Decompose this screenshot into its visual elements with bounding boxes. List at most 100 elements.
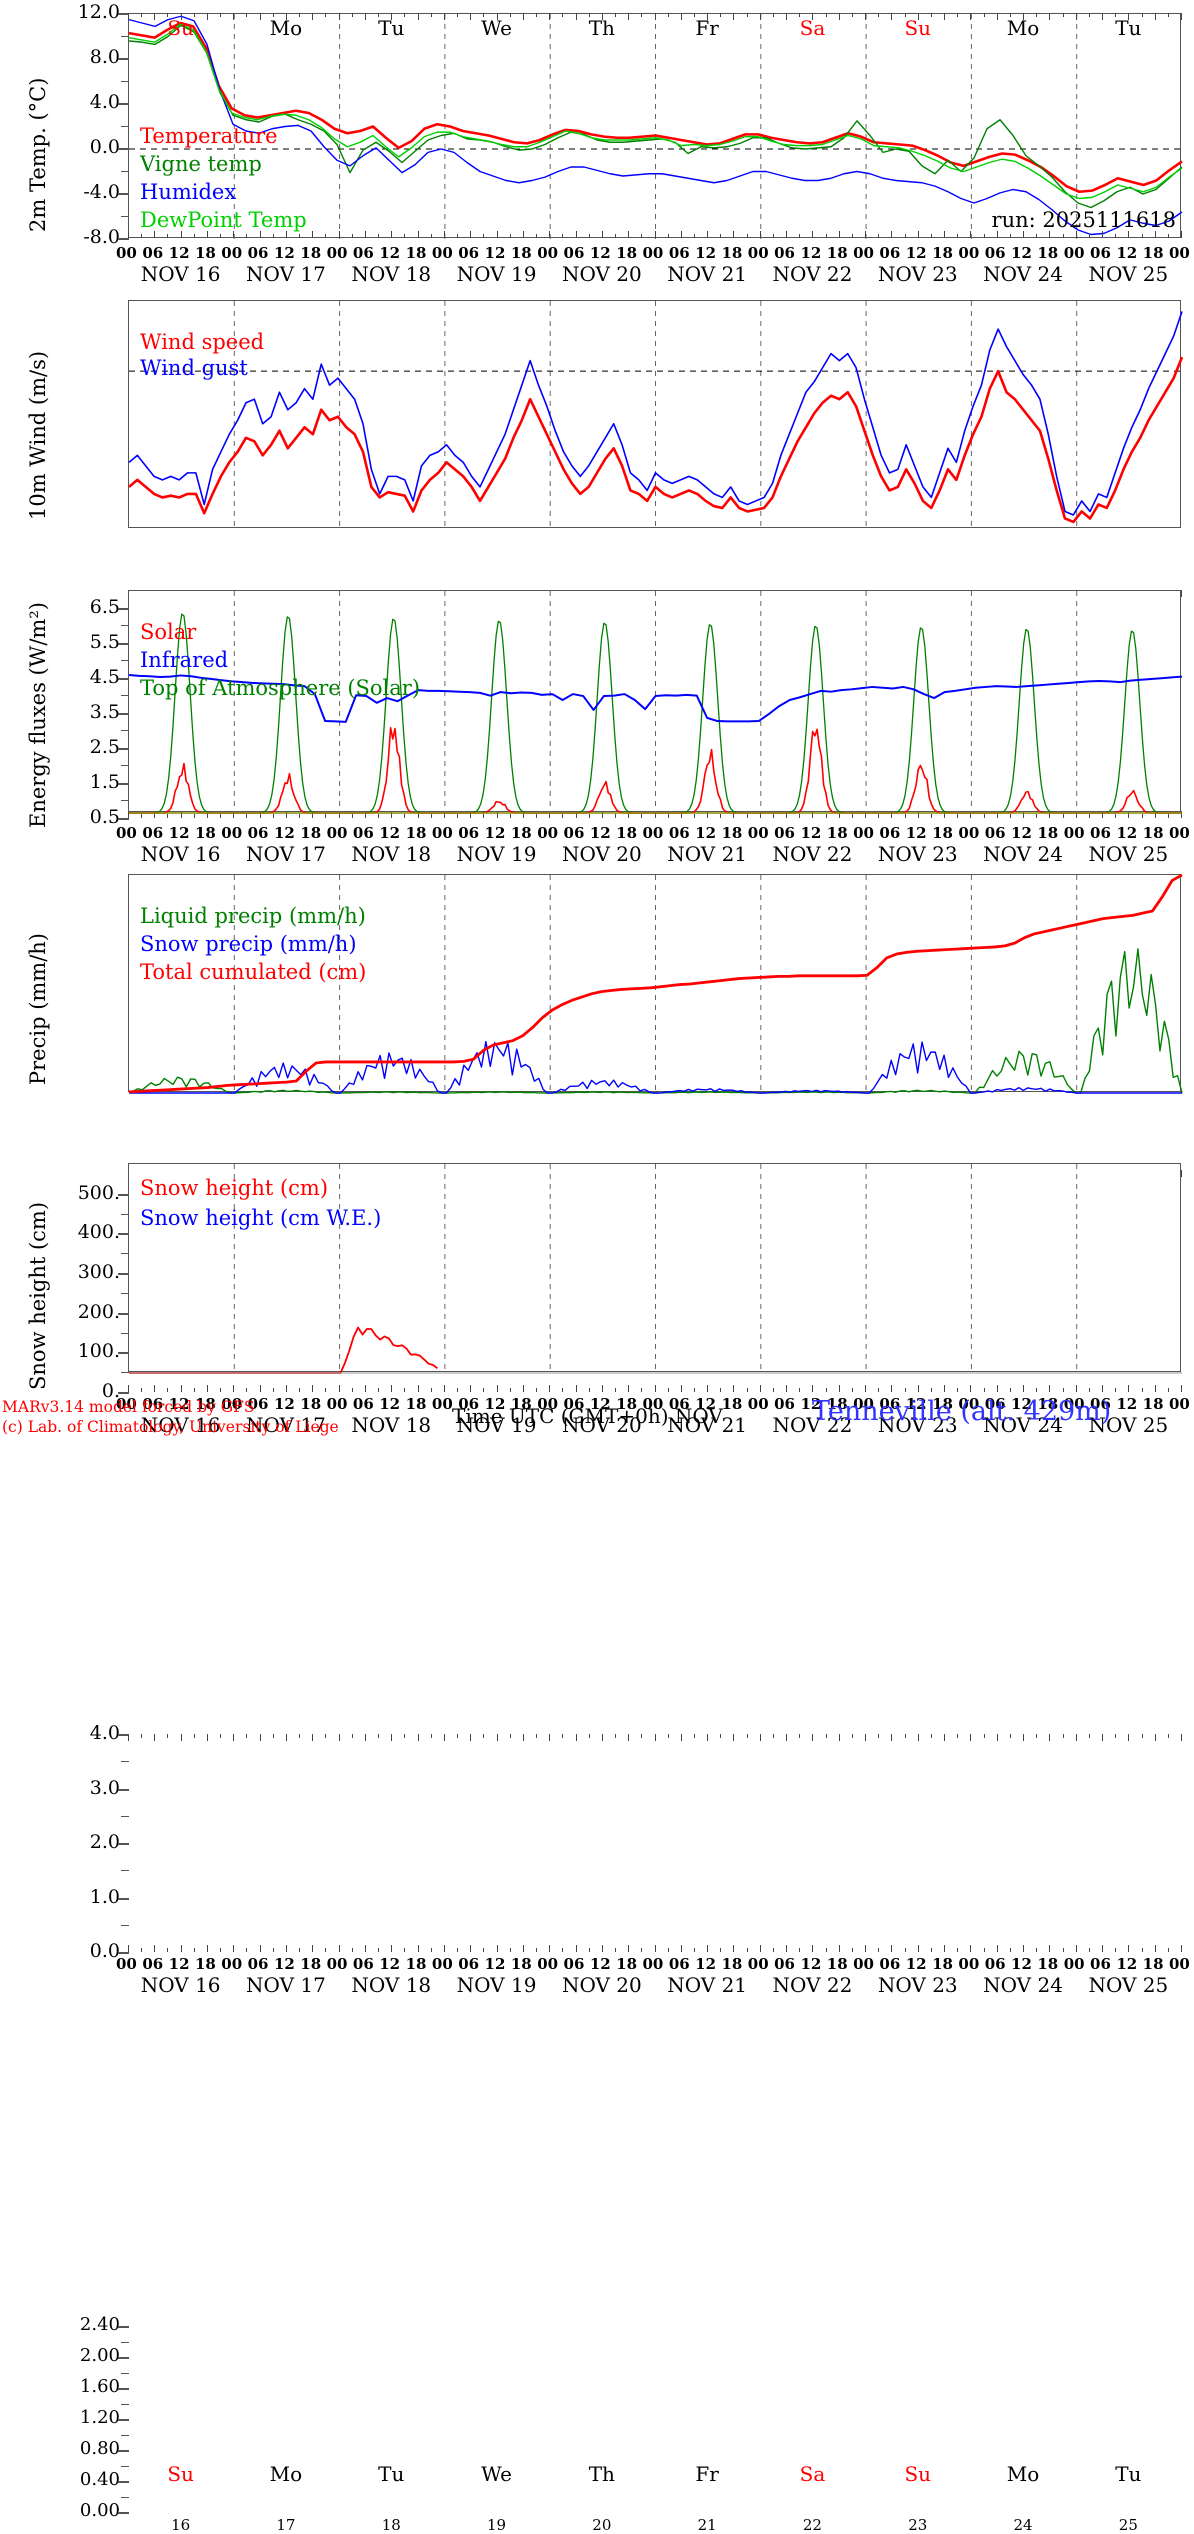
- x-axis-tick: [391, 811, 393, 818]
- snow-y-axis-label: Snow height (cm): [26, 1201, 50, 1390]
- x-axis-tick: [957, 814, 959, 818]
- snow-day-number: 24: [1013, 2516, 1033, 2534]
- hour-tick-label: 12: [695, 1395, 717, 1413]
- x-axis-tick: [272, 814, 274, 818]
- x-axis-tick: [549, 231, 551, 238]
- x-axis-tick: [1181, 590, 1182, 597]
- hour-tick-label: 12: [273, 1395, 295, 1413]
- x-axis-tick: [470, 1385, 472, 1392]
- x-axis-tick: [654, 13, 656, 20]
- x-axis-tick: [1062, 234, 1064, 238]
- x-axis-tick: [378, 13, 380, 17]
- x-axis-tick: [404, 1734, 406, 1738]
- x-axis-tick: [772, 1948, 774, 1952]
- x-axis-tick: [193, 1734, 195, 1738]
- hour-tick-label: 12: [800, 244, 822, 262]
- x-axis-tick: [483, 1734, 485, 1738]
- hour-tick-label: 06: [563, 1395, 585, 1413]
- x-axis-tick: [233, 1734, 235, 1741]
- hour-tick-label: 06: [458, 824, 480, 842]
- day-name-label: Su: [167, 16, 194, 40]
- y-tick-label: 0.80: [79, 2438, 120, 2460]
- x-axis-tick: [878, 1948, 880, 1952]
- x-axis-tick: [707, 811, 709, 818]
- hour-tick-label: 06: [458, 1395, 480, 1413]
- x-axis-tick: [325, 13, 327, 17]
- x-axis-tick: [970, 1385, 972, 1392]
- hour-tick-label: 00: [853, 824, 874, 842]
- x-axis-tick: [996, 13, 998, 20]
- x-axis-tick: [1167, 814, 1169, 818]
- hour-tick-label: 06: [352, 1955, 374, 1973]
- y-tick-label: 4.0: [89, 1722, 120, 1744]
- date-label: NOV 18: [351, 1413, 432, 1437]
- x-axis-tick: [1023, 811, 1025, 818]
- x-axis-tick: [759, 1945, 761, 1952]
- date-label: NOV 21: [667, 1973, 748, 1997]
- x-axis-tick: [878, 1388, 880, 1392]
- x-axis-tick: [786, 1385, 788, 1392]
- hour-tick-label: 12: [589, 824, 611, 842]
- date-label: NOV 17: [246, 1413, 326, 1437]
- x-axis-tick: [378, 1948, 380, 1952]
- day-name-label: Tu: [1115, 2462, 1142, 2486]
- x-axis-tick: [193, 1948, 195, 1952]
- x-axis-tick: [601, 1945, 603, 1952]
- hour-tick-label: 00: [326, 244, 348, 262]
- y-tick-mark: [118, 1233, 129, 1236]
- panel-precip: Precip (mm/h) 4.0 3.0 2.0 1.0 0.0 Liquid pre…: [0, 860, 1194, 1997]
- date-label: NOV 17: [246, 262, 326, 286]
- hour-tick-label: 06: [247, 244, 269, 262]
- hour-tick-label: 18: [194, 824, 216, 842]
- x-axis-tick: [285, 231, 287, 238]
- x-axis-tick: [983, 814, 985, 818]
- y-tick-mark: [118, 2388, 129, 2391]
- x-axis-tick: [457, 1734, 459, 1738]
- hour-tick-label: 00: [221, 1955, 243, 1973]
- x-axis-tick: [601, 1385, 603, 1392]
- x-axis-tick: [825, 814, 827, 818]
- x-axis-tick: [272, 1388, 274, 1392]
- x-axis-tick: [312, 1385, 314, 1392]
- x-axis-tick: [799, 1948, 801, 1952]
- y-minor-tick: [121, 730, 129, 732]
- date-label: NOV 19: [456, 1413, 537, 1437]
- date-label: NOV 24: [983, 1973, 1063, 1997]
- x-axis-tick: [272, 13, 274, 17]
- x-axis-tick: [851, 814, 853, 818]
- hour-tick-label: 06: [774, 824, 795, 842]
- hour-tick-label: 06: [774, 244, 795, 262]
- x-axis-tick: [786, 13, 788, 20]
- hour-tick-label: 06: [1090, 824, 1111, 842]
- hour-tick-label: 00: [642, 824, 664, 842]
- x-axis-tick: [1075, 13, 1077, 20]
- hour-tick-label: 06: [563, 244, 585, 262]
- x-axis-tick: [430, 13, 432, 17]
- x-axis-tick: [825, 1734, 827, 1738]
- x-axis-tick: [470, 13, 472, 20]
- x-axis-tick: [588, 234, 590, 238]
- x-axis-tick: [443, 13, 445, 20]
- y-tick-label: 400.: [77, 1221, 120, 1244]
- date-label: NOV 21: [667, 1413, 748, 1437]
- hour-tick-label: 06: [1090, 1955, 1111, 1973]
- x-axis-tick: [983, 13, 985, 17]
- x-axis-tick: [759, 13, 761, 20]
- hour-tick-label: 18: [405, 244, 427, 262]
- x-axis-tick: [970, 13, 972, 20]
- x-axis-tick: [470, 231, 472, 238]
- hour-tick-label: 00: [1169, 1955, 1190, 1973]
- x-axis-tick: [983, 1388, 985, 1392]
- x-axis-tick: [601, 811, 603, 818]
- x-axis-tick: [325, 234, 327, 238]
- x-axis-tick: [522, 811, 524, 818]
- x-axis-tick: [746, 234, 748, 238]
- x-axis-tick: [615, 13, 616, 17]
- x-axis-tick: [154, 1945, 156, 1952]
- x-axis-tick: [351, 1388, 353, 1392]
- x-axis-tick: [404, 1388, 406, 1392]
- y-tick-label: 100.: [77, 1340, 120, 1363]
- hour-tick-label: 18: [405, 824, 427, 842]
- hour-tick-label: 18: [510, 1955, 532, 1973]
- hour-tick-label: 18: [1142, 1395, 1164, 1413]
